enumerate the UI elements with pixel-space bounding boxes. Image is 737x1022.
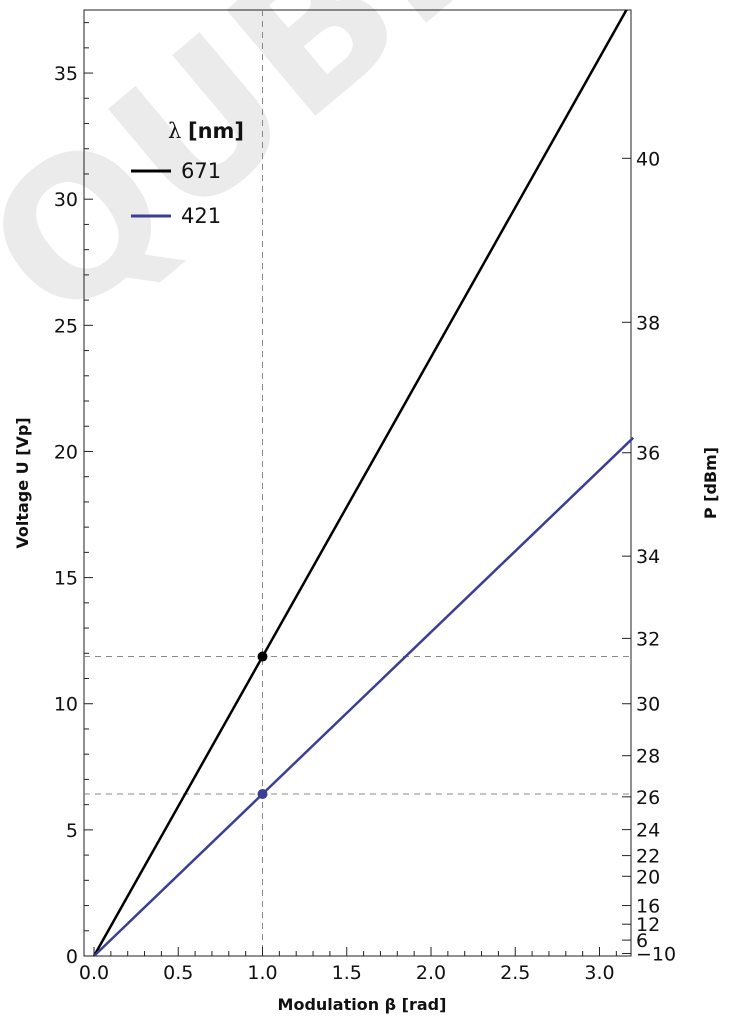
x-tick-label: 2.5 (500, 962, 530, 984)
x-tick-label: 0.0 (79, 962, 109, 984)
x-tick-label: 1.5 (332, 962, 362, 984)
y2-tick-label: 36 (636, 443, 660, 465)
y2-tick-label: 6 (636, 930, 648, 952)
marker-671 (257, 651, 268, 662)
marker-421 (257, 789, 268, 800)
y2-tick-label: 40 (636, 148, 660, 170)
y2-tick-label: 16 (636, 896, 660, 918)
y-tick-label: 5 (66, 820, 78, 842)
y-axis-ticks: 0 5 10 15 20 25 30 35 (54, 22, 93, 968)
x-tick-label: 1.0 (247, 962, 277, 984)
y-tick-label: 20 (54, 441, 78, 463)
y2-tick-label: 20 (636, 866, 660, 888)
watermark: QUBIG GmbH (0, 0, 737, 364)
y2-tick-label: 22 (636, 846, 660, 868)
y2-tick-label: 24 (636, 820, 660, 842)
legend: λ [nm] 671 421 (131, 119, 244, 228)
y-tick-label: 30 (54, 189, 78, 211)
reference-lines (84, 10, 631, 956)
x-tick-label: 3.0 (584, 962, 614, 984)
y2-tick-label: 38 (636, 312, 660, 334)
series-line-421 (93, 436, 635, 957)
x-axis-title: Modulation β [rad] (278, 995, 447, 1014)
y2-tick-label: −10 (636, 943, 676, 965)
y-tick-label: 35 (54, 63, 78, 85)
x-axis-ticks: 0.0 0.5 1.0 1.5 2.0 2.5 3.0 (79, 947, 617, 984)
y2-tick-label: 30 (636, 694, 660, 716)
legend-label-671: 671 (181, 159, 221, 183)
y2-tick-label: 34 (636, 546, 660, 568)
plot-frame (83, 9, 632, 957)
y2-axis-title: P [dBm] (701, 447, 720, 519)
y2-tick-label: 26 (636, 787, 660, 809)
y-tick-label: 15 (54, 568, 78, 590)
x-tick-label: 2.0 (416, 962, 446, 984)
x-tick-label: 0.5 (163, 962, 193, 984)
y-tick-label: 0 (66, 946, 78, 968)
series-layer (92, 9, 635, 957)
y-tick-label: 10 (54, 694, 78, 716)
legend-title: λ [nm] (168, 119, 244, 143)
y-axis-title: Voltage U [Vp] (13, 417, 32, 548)
y2-tick-label: 28 (636, 746, 660, 768)
y-tick-label: 25 (54, 315, 78, 337)
y2-tick-label: 12 (636, 914, 660, 936)
legend-label-421: 421 (181, 204, 221, 228)
y2-tick-label: 32 (636, 628, 660, 650)
